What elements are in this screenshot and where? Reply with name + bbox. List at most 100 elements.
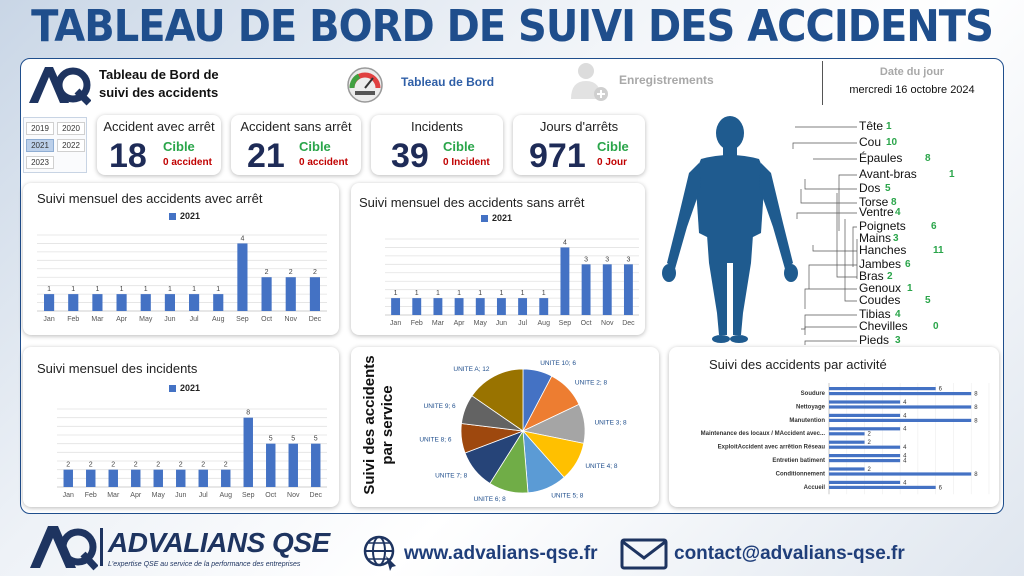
body-part-count: 5 (885, 183, 891, 194)
data-label: 4 (903, 454, 907, 460)
footer-website-link[interactable]: www.advalians-qse.fr (404, 543, 598, 564)
user-add-icon[interactable] (567, 61, 611, 103)
data-label: 2 (89, 462, 93, 469)
body-part-count: 5 (925, 295, 931, 306)
tick-label: Nov (287, 492, 300, 499)
bar (213, 294, 224, 311)
bar (829, 454, 901, 458)
tick-label: Accueil (804, 485, 826, 491)
tick-label: Jan (390, 320, 401, 327)
tick-label: Jan (63, 492, 74, 499)
bar (44, 294, 55, 311)
bar (623, 264, 633, 315)
bar (285, 277, 296, 311)
data-label: 8 (974, 392, 978, 398)
kpi-value: 971 (529, 137, 586, 175)
bar (116, 294, 127, 311)
year-2022-button[interactable]: 2022 (57, 139, 85, 152)
body-part-count: 1 (886, 121, 892, 132)
tick-label: Sep (242, 492, 255, 499)
year-selector: 2019 2020 2021 2022 2023 (23, 117, 87, 173)
tick-label: Feb (85, 492, 97, 499)
chart-legend: 2021 (169, 383, 200, 393)
body-leader-lines (792, 126, 858, 345)
body-part-label: Chevilles (859, 319, 908, 333)
body-part-label: Torse (859, 195, 889, 209)
header-subtitle-line1: Tableau de Bord de (99, 67, 219, 82)
date-label: Date du jour (879, 66, 945, 78)
chart-card-par-service: Suivi des accidents par service UNITE 10… (351, 347, 659, 507)
data-label: 8 (974, 405, 978, 411)
slice-label: UNITE 10; 6 (540, 360, 576, 367)
bar (560, 247, 570, 315)
data-label: 8 (246, 410, 250, 417)
leader-line (804, 326, 857, 335)
slice-label: UNITE 5; 8 (551, 492, 584, 499)
tick-label: May (139, 316, 153, 323)
tick-label: Conditionnement (776, 471, 825, 477)
data-label: 4 (903, 427, 907, 433)
bar (829, 445, 901, 449)
year-2023-button[interactable]: 2023 (26, 156, 54, 169)
data-label: 2 (66, 462, 70, 469)
data-label: 3 (605, 256, 609, 263)
bar (86, 469, 96, 487)
year-2020-button[interactable]: 2020 (57, 122, 85, 135)
data-label: 1 (521, 290, 525, 297)
bar (829, 440, 865, 444)
bar (288, 443, 298, 487)
bar (829, 392, 972, 396)
bar (237, 243, 248, 311)
tick-label: Sep (559, 320, 572, 327)
body-part-count: 4 (895, 207, 901, 218)
data-label: 5 (269, 436, 273, 443)
kpi-target-label: Cible (443, 139, 475, 154)
slice-label: UNITE 7; 8 (435, 472, 468, 479)
dashboard-panel: Tableau de Bord de suivi des accidents T… (20, 58, 1004, 514)
body-part-label: Coudes (859, 293, 901, 307)
body-part-count: 1 (907, 283, 913, 294)
kpi-value: 18 (109, 137, 147, 175)
chart-title: Suivi mensuel des accidents avec arrêt (37, 191, 263, 206)
page-title: TABLEAU DE BORD DE SUIVI DES ACCIDENTS (31, 2, 994, 52)
bar (309, 277, 320, 311)
leader-line (836, 193, 857, 278)
data-label: 4 (563, 239, 567, 246)
leader-line (804, 288, 857, 309)
data-label: 1 (71, 286, 75, 293)
year-2019-button[interactable]: 2019 (26, 122, 54, 135)
gauge-icon[interactable] (343, 63, 387, 103)
body-part-count: 8 (891, 197, 897, 208)
bar (140, 294, 151, 311)
leader-line (852, 226, 857, 267)
data-label: 1 (542, 290, 546, 297)
tab-records[interactable]: Enregistrements (619, 73, 714, 87)
body-part-label: Pieds (859, 333, 890, 347)
tab-dashboard[interactable]: Tableau de Bord (401, 75, 495, 89)
year-2021-button[interactable]: 2021 (26, 139, 54, 152)
kpi-target-label: Cible (299, 139, 331, 154)
bar (829, 418, 972, 422)
data-label: 1 (457, 290, 461, 297)
bar-chart-accidents-sans-arret: 1 Jan 1 Feb 1 Mar 1 Apr 1 May 1 Jun 1 Jul 1 Aug 4 Sep 3 Oct… (385, 238, 639, 327)
tick-label: Jan (43, 316, 54, 323)
bar (311, 443, 321, 487)
data-label: 6 (939, 485, 943, 491)
slice-label: UNITE 3; 8 (594, 420, 627, 427)
body-part-label: Dos (859, 181, 881, 195)
tick-label: Jun (175, 492, 186, 499)
tick-label: Apr (130, 492, 142, 499)
body-part-count: 3 (893, 233, 899, 244)
footer-email-link[interactable]: contact@advalians-qse.fr (674, 543, 905, 564)
body-part-count: 10 (886, 137, 898, 148)
bar (63, 469, 73, 487)
kpi-target-label: Cible (597, 139, 629, 154)
bar (829, 400, 901, 404)
leader-line (792, 142, 857, 149)
tick-label: Maintenance des locaux / MAccident avec.… (701, 431, 826, 437)
tick-label: Jun (164, 316, 175, 323)
bar (454, 298, 464, 315)
body-part-label: Cou (859, 135, 882, 149)
hbar-chart-par-activite: Soudure 6 8 Nettoyage 4 8 Manutention 4 8 Mainten… (701, 383, 990, 495)
tick-label: Jul (190, 316, 199, 323)
